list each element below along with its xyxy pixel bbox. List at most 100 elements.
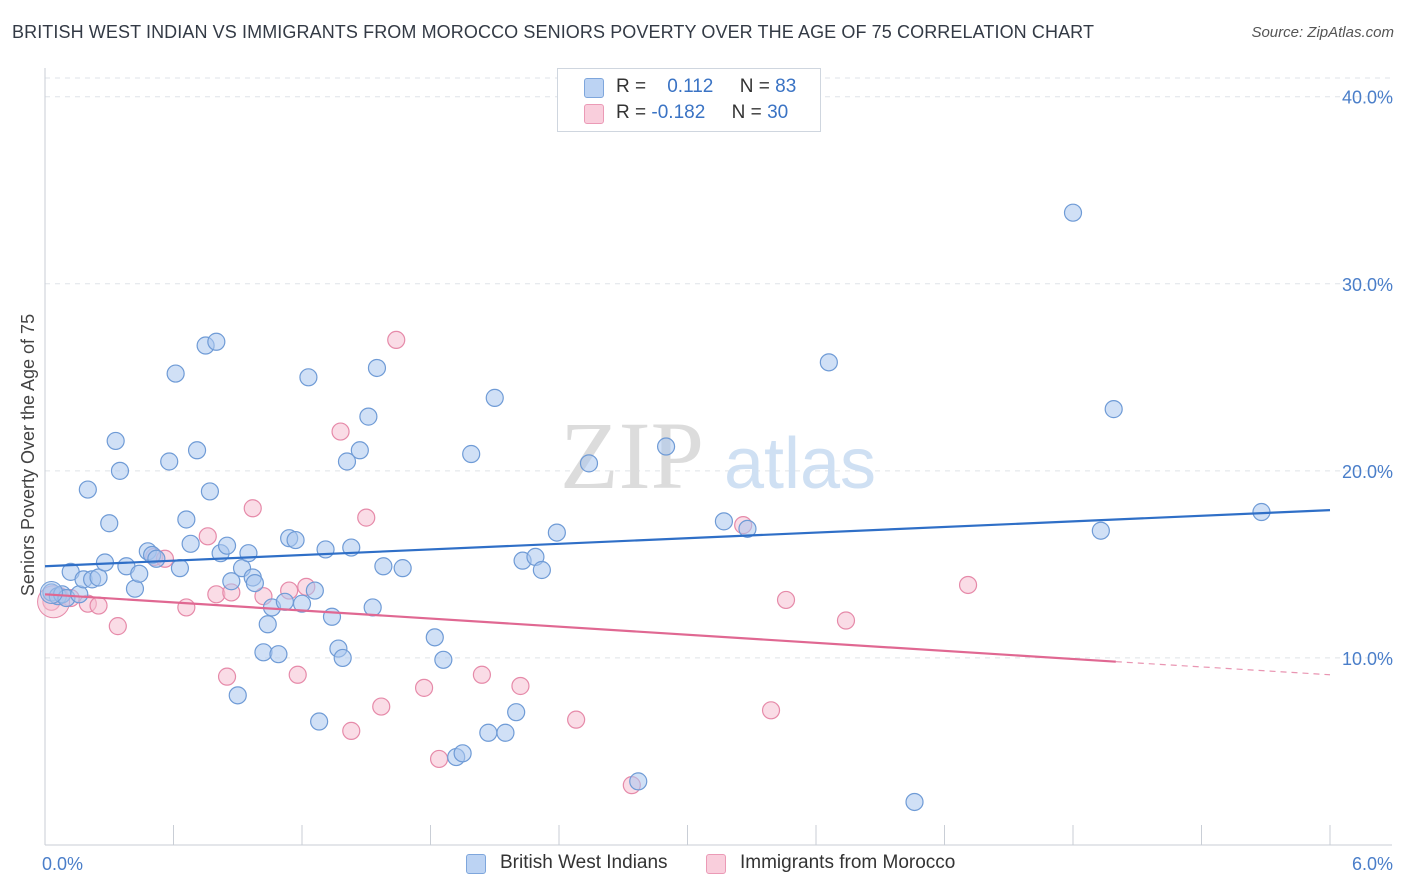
bwi-point [363,598,382,617]
bwi-point [819,353,838,372]
bwi-point [316,540,335,559]
bwi-point [656,437,676,456]
bwi-point [629,772,648,791]
bwi-point [187,441,207,460]
legend-n-value-bwi: 83 [775,76,797,97]
bwi-point [393,559,412,578]
legend-r-value-morocco: -0.182 [651,102,706,123]
legend-n-value-morocco: 30 [767,102,789,123]
morocco-point [776,590,796,610]
morocco-point [414,678,434,697]
bwi-point [738,519,757,538]
legend-n-label: N = [731,102,762,123]
bwi-point [299,368,318,387]
bwi-point [170,559,190,578]
bwi-point [125,579,145,598]
bottom-legend-label-bwi: British West Indians [500,852,668,873]
bwi-point [322,607,342,626]
trend-lines [44,509,1331,676]
bwi-point [1104,400,1123,419]
legend-n-label: N = [739,76,770,97]
bwi-point [305,581,324,600]
bwi-point [258,615,277,634]
morocco-point [217,667,237,686]
bwi-point [130,564,149,583]
bwi-point [254,643,273,662]
morocco-point [472,665,491,684]
y-tick-label: 40.0% [1342,88,1393,108]
morocco-point [108,617,127,636]
bwi-point [228,686,247,705]
bwi-point [485,388,504,407]
axes [44,68,1392,846]
bwi-point [292,594,312,613]
bwi-point [579,454,599,473]
bwi-point [367,358,387,378]
bwi-point [359,407,378,426]
legend-swatch-bwi [584,78,604,98]
bwi-point [496,723,515,742]
bwi-point [547,523,566,542]
y-tick-label: 30.0% [1342,275,1393,295]
bwi-point [350,441,369,460]
bwi-point [286,530,305,550]
y-tick-label: 20.0% [1342,462,1393,482]
bwi-point [905,792,924,812]
morocco-point [331,422,350,441]
morocco-point [761,701,781,720]
bwi-point [177,510,196,529]
bwi-point [462,444,481,464]
morocco-point [567,710,586,729]
bwi-point [310,712,329,731]
bwi-point [507,703,526,722]
bwi-point-large [39,580,63,604]
morocco-point [177,598,196,617]
bwi-point [207,332,226,351]
morocco-point [429,749,449,769]
y-axis-label: Seniors Poverty Over the Age of 75 [18,314,38,596]
bwi-point [425,628,444,647]
bwi-points [39,203,1271,812]
morocco-point [342,721,361,740]
watermark-zip: ZIP [560,402,704,509]
bwi-point [222,572,241,591]
bwi-point [479,723,498,742]
chart-title: BRITISH WEST INDIAN VS IMMIGRANTS FROM M… [12,22,1095,42]
morocco-point [357,508,376,527]
bottom-legend-label-morocco: Immigrants from Morocco [740,852,956,873]
morocco-point [511,676,530,696]
bwi-point [275,592,294,611]
bwi-point [1063,203,1083,222]
morocco-point [243,499,262,518]
bwi-point [337,452,357,471]
bwi-point [239,544,258,563]
x-tick-label-min: 0.0% [42,854,83,874]
bottom-legend-swatch-morocco [706,854,726,874]
bwi-point [245,573,264,593]
x-tick-label-max: 6.0% [1352,854,1393,874]
bwi-point [453,744,472,763]
bwi-point [217,536,237,555]
morocco-point [288,665,307,684]
legend-box: R = 0.112 N = 83 R = -0.182 N = 30 [557,68,821,132]
morocco-point [958,575,978,595]
morocco-point [198,527,217,546]
morocco-point [372,697,391,716]
legend-swatch-morocco [584,104,604,124]
bwi-point [166,364,185,383]
watermark-atlas: atlas [724,424,876,504]
morocco-point [207,585,226,604]
tick-labels: 10.0% 20.0% 30.0% 40.0% 0.0% 6.0% [42,88,1393,874]
morocco-trend-line-extension [1115,661,1331,676]
bwi-point [532,560,551,580]
bwi-point [200,482,220,501]
morocco-point [836,611,856,630]
bwi-point [106,431,125,451]
y-tick-label: 10.0% [1342,649,1393,669]
bwi-point [714,512,734,531]
bwi-point [374,557,393,576]
bwi-point [147,549,166,568]
morocco-trend-line [44,593,1116,663]
bwi-point [434,650,453,669]
